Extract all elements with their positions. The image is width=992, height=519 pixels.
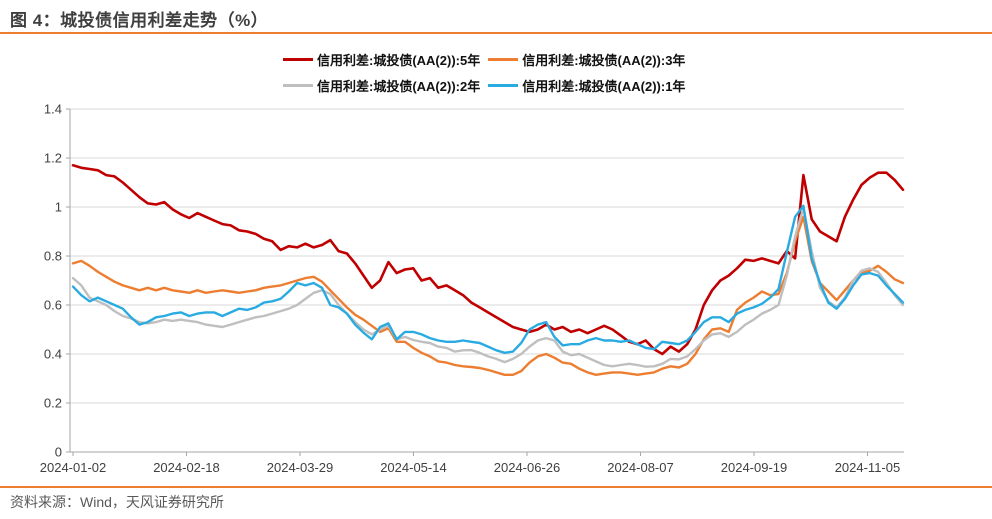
legend-label-3y: 信用利差:城投债(AA(2)):3年 [522, 53, 686, 68]
y-tick-label: 0.2 [44, 396, 62, 411]
series-line-2y [71, 206, 905, 368]
legend-line-swatch-5y [283, 58, 313, 61]
figure-title: 图 4：城投债信用利差走势（%） [10, 11, 269, 30]
legend-item-1y: 信用利差:城投债(AA(2)):1年 [488, 76, 685, 95]
y-tick-label: 0.6 [44, 298, 62, 313]
y-tick-label: 0.4 [44, 347, 62, 362]
series-line-5y [71, 164, 905, 356]
y-tick-label: 0.8 [44, 249, 62, 264]
legend-label-5y: 信用利差:城投债(AA(2)):5年 [317, 53, 481, 68]
chart-legend: 信用利差:城投债(AA(2)):5年 信用利差:城投债(AA(2)):3年 信用… [283, 50, 685, 95]
legend-item-2y: 信用利差:城投债(AA(2)):2年 [283, 76, 480, 95]
x-tick-label: 2024-02-18 [153, 460, 220, 475]
legend-item-3y: 信用利差:城投债(AA(2)):3年 [488, 50, 685, 69]
y-tick-label: 1 [55, 200, 62, 215]
legend-item-5y: 信用利差:城投债(AA(2)):5年 [283, 50, 480, 69]
x-tick-label: 2024-11-05 [835, 460, 901, 475]
legend-label-1y: 信用利差:城投债(AA(2)):1年 [522, 79, 686, 94]
source-divider [0, 486, 992, 488]
y-tick-label: 1.2 [44, 151, 62, 166]
y-tick-label: 0 [55, 445, 62, 460]
x-tick-label: 2024-09-19 [721, 460, 788, 475]
x-tick-label: 2024-05-14 [380, 460, 447, 475]
legend-line-swatch-2y [283, 84, 313, 87]
x-tick-label: 2024-08-07 [607, 460, 674, 475]
legend-label-2y: 信用利差:城投债(AA(2)):2年 [317, 79, 481, 94]
source-note: 资料来源：Wind，天风证券研究所 [10, 494, 224, 510]
legend-line-swatch-1y [488, 84, 519, 87]
series-line-1y [71, 204, 905, 354]
legend-line-swatch-3y [488, 58, 519, 61]
y-tick-label: 1.4 [44, 102, 62, 117]
x-tick-label: 2024-06-26 [494, 460, 561, 475]
title-divider [0, 32, 992, 34]
x-tick-label: 2024-03-29 [267, 460, 334, 475]
x-tick-label: 2024-01-02 [40, 460, 107, 475]
series-line-3y [71, 215, 905, 376]
